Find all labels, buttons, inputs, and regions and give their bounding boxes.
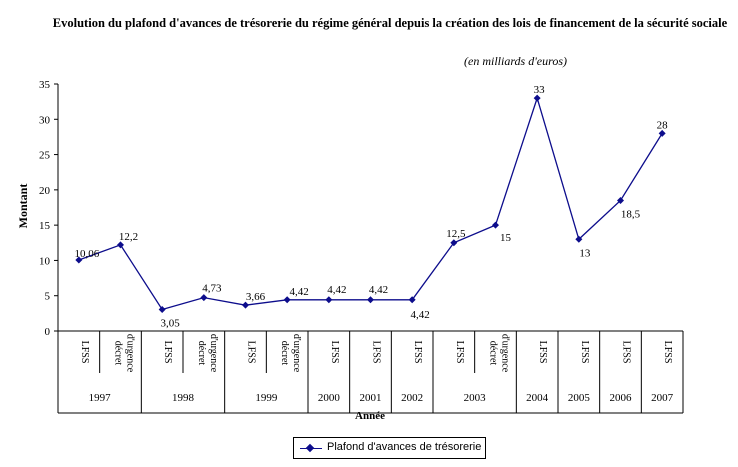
data-labels: 10,06 12,2 3,05 4,73 3,66 4,42 4,42 4,42 4,42 12,…	[74, 84, 668, 329]
x-category-sub-label: LFSS	[537, 341, 548, 364]
x-year-label: 2006	[610, 392, 633, 404]
x-category-sub-label: d'urgence	[291, 334, 302, 373]
x-category-sub-label: décret	[488, 341, 499, 366]
data-point-marker	[575, 235, 583, 243]
data-point-marker	[367, 296, 374, 304]
series-line	[78, 95, 663, 311]
data-point-marker	[617, 196, 624, 204]
y-tick-label: 5	[45, 291, 51, 303]
y-tick-label: 20	[39, 185, 51, 197]
data-point-marker	[450, 239, 458, 247]
data-label: 3,05	[161, 317, 181, 329]
data-label: 13	[579, 247, 591, 259]
legend-marker-swatch	[305, 443, 315, 453]
data-label: 12,5	[446, 228, 466, 240]
data-label: 4,42	[327, 284, 346, 296]
x-category-sub-label: LFSS	[621, 341, 632, 364]
chart-title: Evolution du plafond d'avances de trésor…	[52, 16, 728, 30]
x-category-sub-label: LFSS	[454, 341, 465, 364]
y-tick-label: 0	[45, 326, 51, 338]
x-year-label: 1999	[255, 392, 278, 404]
x-category-sub-label: décret	[196, 341, 207, 366]
x-axis-categories: LFSS décret d'urgence LFSS décret d'urgence LF…	[57, 331, 684, 413]
data-label: 4,42	[290, 286, 309, 298]
x-category-sub-label: LFSS	[79, 341, 90, 364]
data-point-marker	[117, 241, 124, 249]
data-point-marker	[658, 129, 666, 137]
series-layer	[75, 94, 666, 313]
data-label: 3,66	[246, 291, 266, 303]
x-category-sub-label: décret	[113, 341, 124, 366]
x-category-sub-label: décret	[279, 341, 290, 366]
x-year-label: 2001	[360, 392, 382, 404]
data-point-marker	[533, 94, 541, 102]
chart-unit-note: (en milliards d'euros)	[464, 54, 568, 68]
data-point-marker	[200, 294, 208, 302]
x-year-label: 2005	[568, 392, 591, 404]
data-point-marker	[492, 221, 499, 229]
data-label: 18,5	[621, 208, 641, 220]
data-label: 4,73	[202, 283, 222, 295]
x-axis-label: Année	[355, 410, 385, 422]
y-axis-label: Montant	[16, 184, 30, 229]
data-point-marker	[325, 296, 333, 304]
data-point-marker	[242, 301, 249, 309]
y-tick-label: 25	[39, 150, 51, 162]
data-label: 4,42	[411, 309, 430, 321]
x-category-sub-label: LFSS	[662, 341, 673, 364]
data-label: 15	[500, 232, 512, 244]
x-year-label: 1998	[172, 392, 195, 404]
x-category-sub-label: d'urgence	[125, 334, 136, 373]
x-year-label: 1997	[89, 392, 112, 404]
y-tick-label: 35	[39, 79, 51, 91]
data-point-marker	[283, 296, 291, 304]
x-category-sub-label: LFSS	[246, 341, 257, 364]
y-axis-ticks: 0 5 10 15 20 25 30 35	[39, 79, 58, 338]
x-category-sub-label: d'urgence	[208, 334, 219, 373]
chart-legend: Plafond d'avances de trésorerie	[293, 437, 486, 459]
y-tick-label: 10	[39, 255, 51, 267]
x-category-sub-label: LFSS	[412, 341, 423, 364]
data-label: 10,06	[74, 248, 99, 260]
x-category-sub-label: d'urgence	[500, 334, 511, 373]
data-label: 33	[534, 84, 546, 96]
x-year-label: 2007	[651, 392, 674, 404]
x-year-label: 2003	[464, 392, 487, 404]
x-category-sub-label: LFSS	[371, 341, 382, 364]
data-point-marker	[408, 296, 416, 304]
y-tick-label: 15	[39, 220, 51, 232]
data-label: 4,42	[369, 284, 388, 296]
x-year-label: 2000	[318, 392, 341, 404]
data-point-marker	[158, 305, 166, 313]
data-label: 28	[657, 119, 669, 131]
x-year-label: 2004	[526, 392, 549, 404]
data-label: 12,2	[119, 231, 138, 243]
legend-label: Plafond d'avances de trésorerie	[327, 441, 482, 453]
y-tick-label: 30	[39, 114, 51, 126]
x-category-sub-label: LFSS	[579, 341, 590, 364]
x-category-sub-label: LFSS	[329, 341, 340, 364]
data-point-marker	[75, 256, 83, 264]
x-category-sub-label: LFSS	[162, 341, 173, 364]
x-year-label: 2002	[401, 392, 423, 404]
